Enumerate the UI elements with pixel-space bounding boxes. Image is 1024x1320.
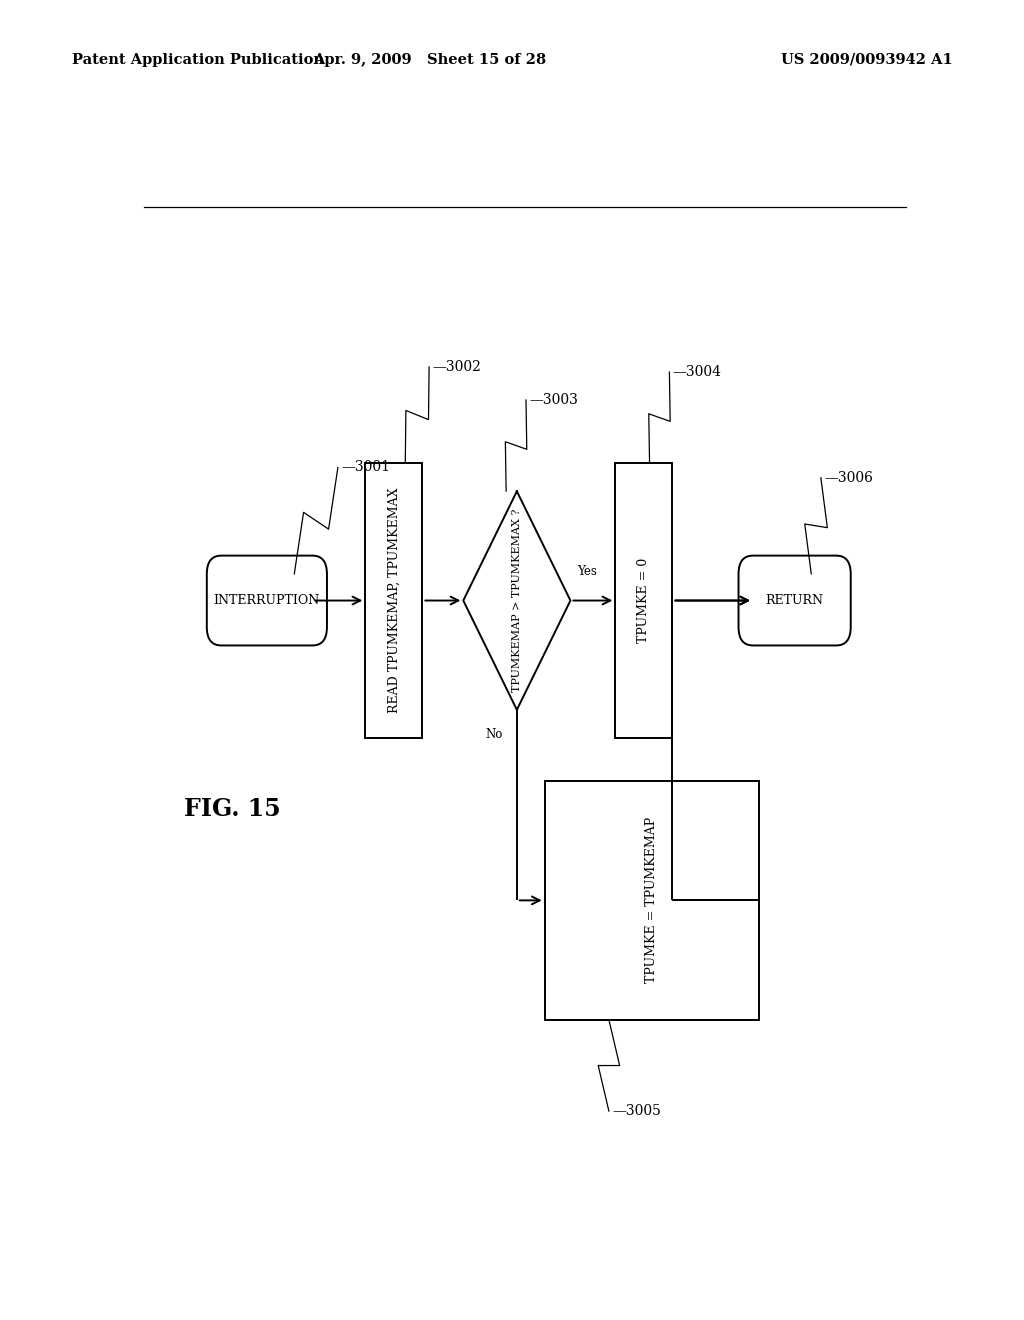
FancyBboxPatch shape [207, 556, 327, 645]
Text: TPUMKE = TPUMKEMAP: TPUMKE = TPUMKEMAP [645, 817, 658, 983]
Text: —3002: —3002 [432, 360, 481, 374]
Text: —3003: —3003 [529, 393, 578, 407]
Text: FIG. 15: FIG. 15 [183, 797, 281, 821]
Text: —3001: —3001 [341, 461, 390, 474]
Text: Patent Application Publication: Patent Application Publication [72, 53, 324, 67]
Text: —3004: —3004 [673, 364, 722, 379]
Text: —3005: —3005 [612, 1105, 660, 1118]
FancyBboxPatch shape [738, 556, 851, 645]
Text: INTERRUPTION: INTERRUPTION [214, 594, 321, 607]
Text: READ TPUMKEMAP, TPUMKEMAX: READ TPUMKEMAP, TPUMKEMAX [387, 488, 400, 713]
Text: TPUMKE = 0: TPUMKE = 0 [637, 558, 650, 643]
Text: No: No [485, 729, 503, 741]
Text: RETURN: RETURN [766, 594, 823, 607]
Text: —3006: —3006 [824, 470, 872, 484]
Bar [545, 781, 759, 1020]
Text: Apr. 9, 2009   Sheet 15 of 28: Apr. 9, 2009 Sheet 15 of 28 [313, 53, 547, 67]
Bar [615, 463, 673, 738]
Text: TPUMKEMAP > TPUMKEMAX ?: TPUMKEMAP > TPUMKEMAX ? [512, 508, 522, 692]
Text: Yes: Yes [577, 565, 597, 578]
Text: US 2009/0093942 A1: US 2009/0093942 A1 [780, 53, 952, 67]
Bar [366, 463, 423, 738]
